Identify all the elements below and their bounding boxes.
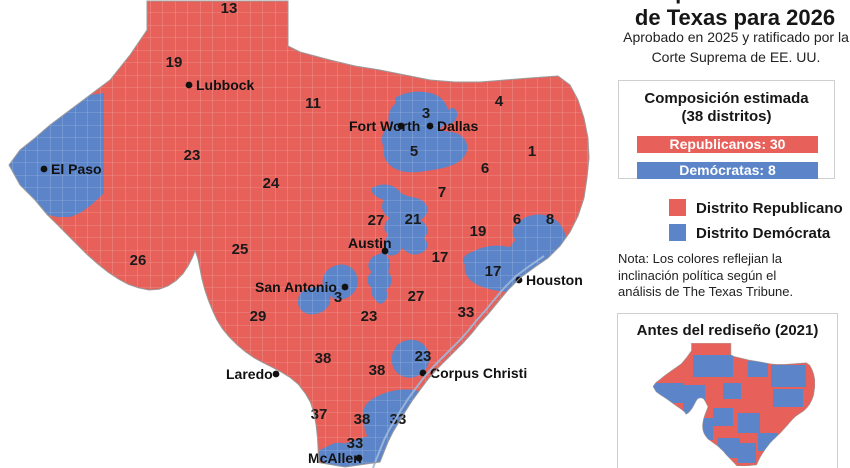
- svg-text:7: 7: [438, 184, 446, 201]
- svg-text:23: 23: [361, 308, 378, 325]
- svg-text:Houston: Houston: [526, 272, 583, 288]
- svg-text:13: 13: [221, 0, 238, 17]
- svg-text:San Antonio: San Antonio: [255, 279, 337, 295]
- svg-text:6: 6: [481, 160, 489, 177]
- svg-text:Laredo: Laredo: [226, 366, 273, 382]
- svg-text:8: 8: [546, 211, 554, 228]
- svg-text:Austin: Austin: [348, 235, 392, 251]
- svg-text:23: 23: [415, 348, 432, 365]
- svg-text:25: 25: [232, 241, 249, 258]
- svg-text:6: 6: [513, 211, 521, 228]
- svg-text:El Paso: El Paso: [51, 161, 102, 177]
- svg-text:1: 1: [528, 143, 536, 160]
- svg-text:17: 17: [432, 249, 449, 266]
- svg-text:3: 3: [422, 105, 430, 122]
- svg-text:McAllen: McAllen: [308, 450, 362, 466]
- svg-text:38: 38: [354, 411, 371, 428]
- svg-text:Fort Worth: Fort Worth: [349, 118, 420, 134]
- svg-text:29: 29: [250, 308, 267, 325]
- svg-text:19: 19: [166, 54, 183, 71]
- svg-text:23: 23: [184, 147, 201, 164]
- svg-text:17: 17: [485, 263, 502, 280]
- svg-text:5: 5: [410, 143, 418, 160]
- svg-text:4: 4: [495, 93, 504, 110]
- svg-text:19: 19: [470, 223, 487, 240]
- svg-text:27: 27: [368, 212, 385, 229]
- svg-text:37: 37: [311, 406, 328, 423]
- svg-text:Lubbock: Lubbock: [196, 77, 255, 93]
- svg-text:Dallas: Dallas: [437, 118, 478, 134]
- svg-text:26: 26: [130, 252, 147, 269]
- svg-text:24: 24: [263, 175, 280, 192]
- svg-text:38: 38: [315, 350, 332, 367]
- svg-text:21: 21: [405, 211, 422, 228]
- svg-text:27: 27: [408, 288, 425, 305]
- svg-text:11: 11: [305, 95, 321, 112]
- svg-text:33: 33: [458, 304, 475, 321]
- svg-text:Corpus Christi: Corpus Christi: [430, 365, 527, 381]
- svg-text:38: 38: [369, 362, 386, 379]
